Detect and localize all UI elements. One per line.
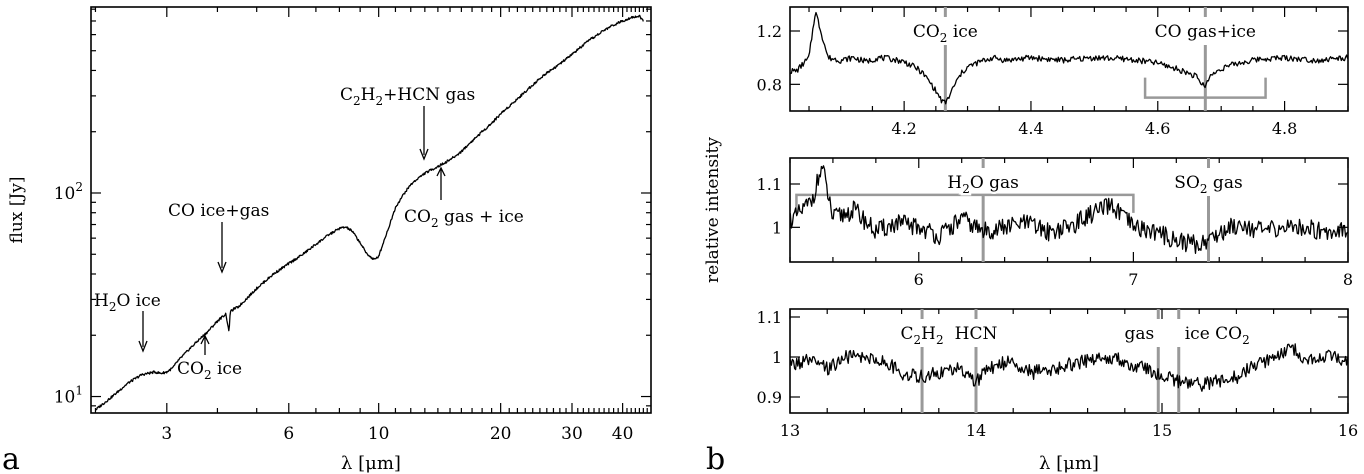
panel-b-middle-axes-frame: [789, 157, 1349, 263]
subplot-2: 6 7 8 1 1.1 H2O gas SO2 gas: [757, 158, 1353, 289]
band-bracket: [795, 193, 1135, 213]
x-tick-label: 16: [1338, 421, 1358, 440]
annotation-c2h2-hcn-gas: C2H2+HCN gas: [340, 85, 475, 108]
y-tick-label: 0.9: [757, 388, 782, 407]
arrowhead-h2o-ice: [138, 340, 148, 353]
x-tick-label: 6: [283, 424, 294, 444]
arrowhead-co-ice-gas: [217, 261, 227, 274]
feature-label: gas: [1125, 324, 1155, 344]
x-tick-label: 14: [966, 421, 986, 440]
x-tick-label: 4.2: [891, 119, 916, 138]
panel-b-label: b: [706, 442, 725, 474]
panel-a-xlabel: λ [μm]: [341, 453, 401, 474]
arrowhead-c2h2-hcn-gas: [419, 148, 429, 161]
y-tick-label: 1.1: [757, 308, 782, 327]
arrowhead-co2-gas-ice: [436, 166, 446, 177]
y-tick-label: 101: [54, 384, 83, 408]
feature-label: CO gas+ice: [1155, 22, 1256, 42]
relative-intensity-spectrum: [790, 11, 1349, 105]
y-tick-label: 1.2: [757, 22, 782, 41]
x-tick-label: 7: [1128, 270, 1138, 289]
panel-b-top-axes-frame: [789, 6, 1349, 112]
x-tick-label: 30: [561, 424, 583, 444]
annotation-co2-ice: CO2 ice: [177, 359, 242, 382]
feature-label: ice CO2: [1185, 324, 1250, 347]
y-tick-label: 1: [772, 218, 782, 237]
y-tick-label: 1.1: [757, 175, 782, 194]
relative-intensity-spectrum: [789, 165, 1349, 254]
feature-label: SO2 gas: [1174, 173, 1242, 196]
panel-a-axes-frame: [90, 6, 652, 414]
x-tick-label: 6: [914, 270, 924, 289]
x-tick-label: 4.8: [1272, 119, 1297, 138]
x-tick-label: 8: [1343, 270, 1353, 289]
feature-label: HCN: [955, 324, 998, 344]
subplot-1: 4.2 4.4 4.6 4.8 0.8 1.2 CO2 ice CO gas+ice: [757, 7, 1349, 138]
annotation-h2o-ice: H2O ice: [94, 291, 161, 314]
x-tick-label: 10: [368, 424, 390, 444]
annotation-co2-gas-ice: CO2 gas + ice: [404, 207, 524, 230]
panel-a-ticks: [91, 7, 651, 413]
panel-a-annotations: H2O ice CO2 ice CO ice+gas C2H2+HCN gas …: [94, 85, 524, 382]
arrowhead-co2-ice: [200, 334, 210, 345]
subplot-3: 13 14 15 16 0.9 1 1.1 C2H2 HCN gas ice CO2: [757, 308, 1359, 440]
feature-label: CO2 ice: [913, 22, 978, 45]
panel-a-tick-labels: 3 6 10 20 30 40 101 102: [54, 180, 634, 444]
x-tick-label: 40: [612, 424, 634, 444]
x-tick-label: 15: [1152, 421, 1172, 440]
feature-label: H2O gas: [947, 173, 1019, 196]
x-tick-label: 20: [490, 424, 512, 444]
x-tick-label: 3: [161, 424, 172, 444]
flux-spectrum: [94, 14, 644, 411]
relative-intensity-spectrum: [789, 343, 1349, 392]
panel-a-ylabel: flux [Jy]: [7, 177, 27, 244]
feature-label: C2H2: [900, 324, 943, 347]
panel-a-series: [94, 14, 644, 411]
panel-a: 3 6 10 20 30 40 101 102 H2O ice CO2 ice CO ice+…: [2, 6, 652, 474]
annotation-co-ice-gas: CO ice+gas: [168, 201, 269, 221]
x-tick-label: 4.6: [1145, 119, 1170, 138]
y-tick-label: 0.8: [757, 75, 782, 94]
x-tick-label: 4.4: [1018, 119, 1043, 138]
panel-b-xlabel: λ [μm]: [1039, 453, 1099, 474]
y-tick-label: 102: [54, 180, 83, 204]
panel-a-label: a: [2, 442, 20, 474]
panel-b-ylabel: relative intensity: [703, 137, 723, 283]
x-tick-label: 13: [780, 421, 800, 440]
y-tick-label: 1: [772, 348, 782, 367]
